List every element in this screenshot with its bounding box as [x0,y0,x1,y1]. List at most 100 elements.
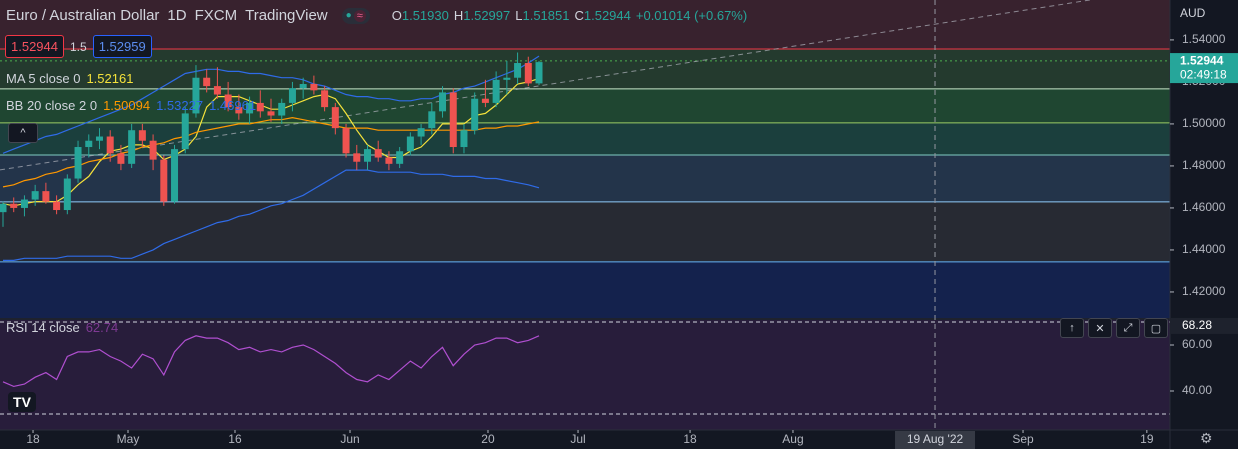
x-tick-label: 20 [481,432,495,446]
ohlc-value: 1.52997 [463,8,511,23]
candle-body [95,136,103,141]
candle-body [331,107,339,129]
candle-body [321,90,329,108]
level-zone [0,48,1170,61]
candle-body [385,157,393,164]
spread: 1.5 [70,39,87,54]
indicator-line [3,169,540,261]
pane-background [0,320,1170,430]
candle-body [85,140,93,148]
source: TradingView [245,7,328,24]
indicator-value: 1.46961 [209,98,257,113]
indicator-name: MA 5 close 0 [6,71,81,86]
candle-body [396,151,404,164]
candle-body [246,102,254,114]
candle-body [138,130,146,141]
candle-body [535,62,543,84]
candle-body [20,199,28,208]
bb-legend: BB 20 close 2 0 1.50094 1.53227 1.46961 [6,98,256,113]
x-tick-label: May [117,432,140,446]
y-tick-label: 1.54000 [1182,32,1226,46]
candle-body [481,98,489,103]
candle-body [492,79,500,103]
level-zone [0,60,1170,89]
candle-body [106,136,114,154]
candle-body [192,77,200,114]
level-zone [0,155,1170,202]
move-up-button[interactable]: ↑ [1060,318,1084,338]
x-tick-label: Jul [570,432,585,446]
price-tag [1170,53,1238,84]
trend-line [0,0,1091,171]
candle-body [203,77,211,87]
candle-body [299,84,307,89]
x-tick-label: Aug [782,432,803,446]
y-tick-label: 1.48000 [1182,158,1226,172]
candle-body [160,159,168,202]
candle-body [449,92,457,148]
candle-body [417,128,425,137]
indicator-name: BB 20 close 2 0 [6,98,98,113]
candle-body [267,111,275,116]
toggles[interactable]: ● ≈ [341,7,370,24]
crosshair-label-box [895,431,976,449]
x-tick-label: 18 [26,432,40,446]
trade-panel: 1.52944 1.5 1.52959 [5,35,152,58]
x-tick-label: 16 [228,432,242,446]
currency[interactable]: AUD [1180,6,1206,20]
candle-body [42,191,50,202]
candle-body [53,201,61,211]
y-tick-label: 1.44000 [1182,242,1226,256]
ohlc-value: 1.51930 [401,8,449,23]
collapse-button[interactable]: ^ [8,123,38,143]
candle-body [342,128,350,154]
level-zone [0,201,1170,262]
ohlc-key: L [515,8,523,23]
rsi-tag-label: 68.28 [1182,318,1212,332]
candle-body [10,203,18,208]
candle-body [471,98,479,131]
candle-body [0,203,7,213]
close-button[interactable]: ✕ [1088,318,1112,338]
candle-body [117,153,125,164]
candle-body [181,113,189,150]
candle-body [363,149,371,162]
price-tag-countdown: 02:49:18 [1180,67,1227,81]
y-tick-label: 60.00 [1182,337,1212,351]
ohlc-value: 1.52944 [583,8,631,23]
x-tick-label: Jun [340,432,359,446]
candle-body [524,63,532,84]
level-zone [0,261,1170,318]
ohlc-value: 1.51851 [522,8,570,23]
indicator-value: 1.53227 [156,98,204,113]
settings-button[interactable]: ⚙ [1200,430,1213,446]
candle-body [235,107,243,114]
ma-legend: MA 5 close 0 1.52161 [6,71,133,86]
crosshair-label: 19 Aug '22 [907,432,964,446]
rsi-legend: RSI 14 close 62.74 [6,320,118,335]
candle-body [514,63,522,78]
candle-body [31,191,39,200]
candle-body [439,92,447,112]
interval: 1D [167,7,187,24]
rsi-line [2,335,540,388]
candle-body [503,77,511,80]
candle-body [213,86,221,95]
buy-button[interactable]: 1.52959 [92,35,152,58]
sell-button[interactable]: 1.52944 [5,35,64,58]
maximize-button[interactable]: ⤢ [1116,318,1140,338]
ohlc-key: C [574,8,584,23]
candle-body [353,153,361,162]
candle-body [128,130,136,164]
time-axis [0,430,1238,449]
tv-logo[interactable]: TV [8,392,36,412]
more-button[interactable]: ▢ [1144,318,1168,338]
candle-body [256,102,264,112]
candle-body [460,130,468,148]
rsi-tag [1170,317,1238,334]
x-tick-label: Sep [1012,432,1034,446]
price-tag-label: 1.52944 [1180,53,1224,67]
y-tick-label: 1.50000 [1182,116,1226,130]
